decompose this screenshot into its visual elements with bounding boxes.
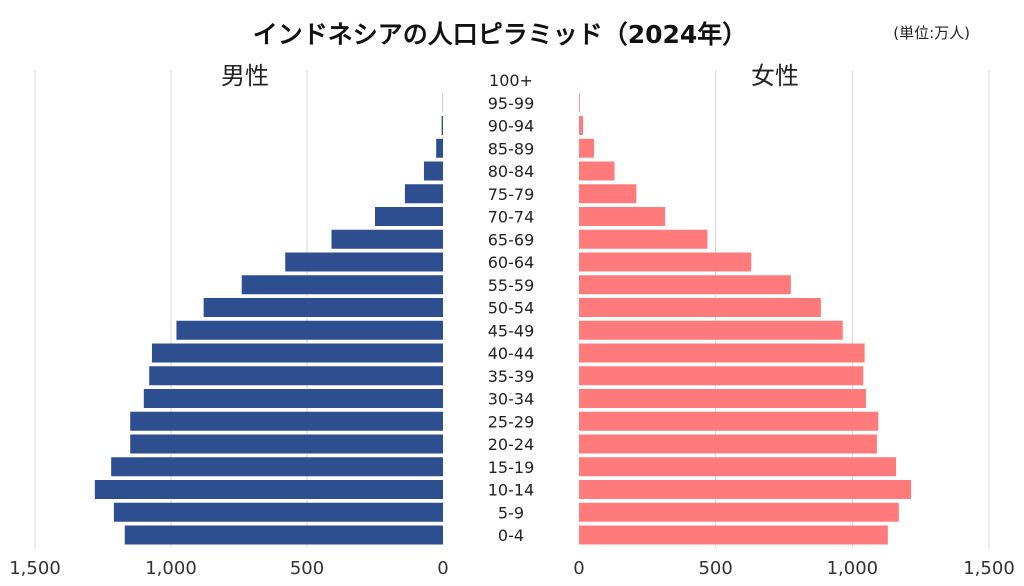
age-label: 40-44 [488, 344, 535, 363]
bar-female-80-84 [579, 161, 615, 181]
age-label: 45-49 [488, 321, 535, 340]
age-label: 80-84 [488, 162, 535, 181]
bar-female-95-99 [579, 93, 580, 113]
tick-label-female: 1,500 [963, 558, 1015, 579]
tick-label-female: 1,000 [827, 558, 879, 579]
age-label: 90-94 [488, 117, 535, 136]
bar-male-55-59 [241, 275, 443, 295]
age-label: 25-29 [488, 412, 535, 431]
unit-label: (単位:万人) [893, 24, 970, 42]
age-label: 100+ [489, 71, 533, 90]
age-label: 5-9 [498, 503, 524, 522]
axis-ticks: 1,500 1,500 1,000 1,000 500 500 0 0 [9, 558, 1015, 579]
bar-female-30-34 [579, 389, 866, 408]
age-label: 65-69 [488, 230, 535, 249]
bar-female-45-49 [579, 320, 843, 340]
bar-male-85-89 [436, 138, 443, 158]
age-label: 70-74 [488, 208, 535, 227]
age-label: 95-99 [488, 94, 535, 113]
bar-female-10-14 [579, 480, 912, 499]
age-label: 10-14 [488, 481, 535, 500]
bar-male-75-79 [404, 184, 443, 204]
bar-female-65-69 [579, 229, 708, 249]
bar-female-55-59 [579, 275, 791, 295]
bar-male-15-19 [111, 457, 443, 477]
age-label: 15-19 [488, 458, 535, 477]
bar-female-25-29 [579, 411, 879, 431]
bar-male-50-54 [203, 298, 443, 317]
bar-male-40-44 [151, 343, 443, 363]
bar-female-15-19 [579, 457, 897, 477]
tick-label-female: 500 [698, 558, 732, 579]
bar-male-10-14 [94, 480, 443, 499]
bar-female-20-24 [579, 434, 877, 454]
bar-male-65-69 [331, 229, 443, 249]
bar-male-30-34 [143, 389, 444, 408]
female-label: 女性 [751, 62, 799, 90]
bar-female-50-54 [579, 298, 821, 317]
bar-male-80-84 [423, 161, 443, 181]
bars [94, 93, 912, 545]
age-label: 30-34 [488, 390, 535, 409]
age-label: 0-4 [498, 526, 524, 545]
male-label: 男性 [221, 62, 269, 90]
bar-female-35-39 [579, 366, 864, 386]
bar-female-75-79 [579, 184, 637, 204]
bar-female-90-94 [579, 116, 584, 135]
bar-male-20-24 [130, 434, 443, 454]
age-label: 85-89 [488, 139, 535, 158]
bar-male-5-9 [113, 502, 443, 522]
bar-female-5-9 [579, 502, 899, 522]
age-label: 20-24 [488, 435, 535, 454]
bar-male-45-49 [176, 320, 443, 340]
bar-male-70-74 [375, 207, 443, 226]
bar-female-40-44 [579, 343, 865, 363]
tick-label-male: 1,500 [9, 558, 61, 579]
bar-female-0-4 [579, 525, 888, 545]
bar-male-0-4 [124, 525, 443, 545]
bar-female-60-64 [579, 252, 752, 272]
tick-label-male: 0 [437, 558, 448, 579]
age-labels: 100+ 95-99 90-94 85-89 80-84 75-79 70-74 65-69 6… [488, 71, 535, 545]
bar-male-60-64 [285, 252, 443, 272]
bar-male-35-39 [149, 366, 444, 386]
bar-male-90-94 [441, 116, 443, 135]
age-label: 60-64 [488, 253, 535, 272]
tick-label-female: 0 [573, 558, 584, 579]
age-label: 50-54 [488, 299, 535, 318]
bar-female-85-89 [579, 138, 595, 158]
chart-title: インドネシアの人口ピラミッド（2024年） [253, 20, 748, 49]
bar-male-25-29 [130, 411, 443, 431]
tick-label-male: 500 [290, 558, 324, 579]
age-label: 75-79 [488, 185, 535, 204]
bar-female-70-74 [579, 207, 666, 226]
tick-label-male: 1,000 [145, 558, 197, 579]
age-label: 35-39 [488, 367, 535, 386]
age-label: 55-59 [488, 276, 535, 295]
